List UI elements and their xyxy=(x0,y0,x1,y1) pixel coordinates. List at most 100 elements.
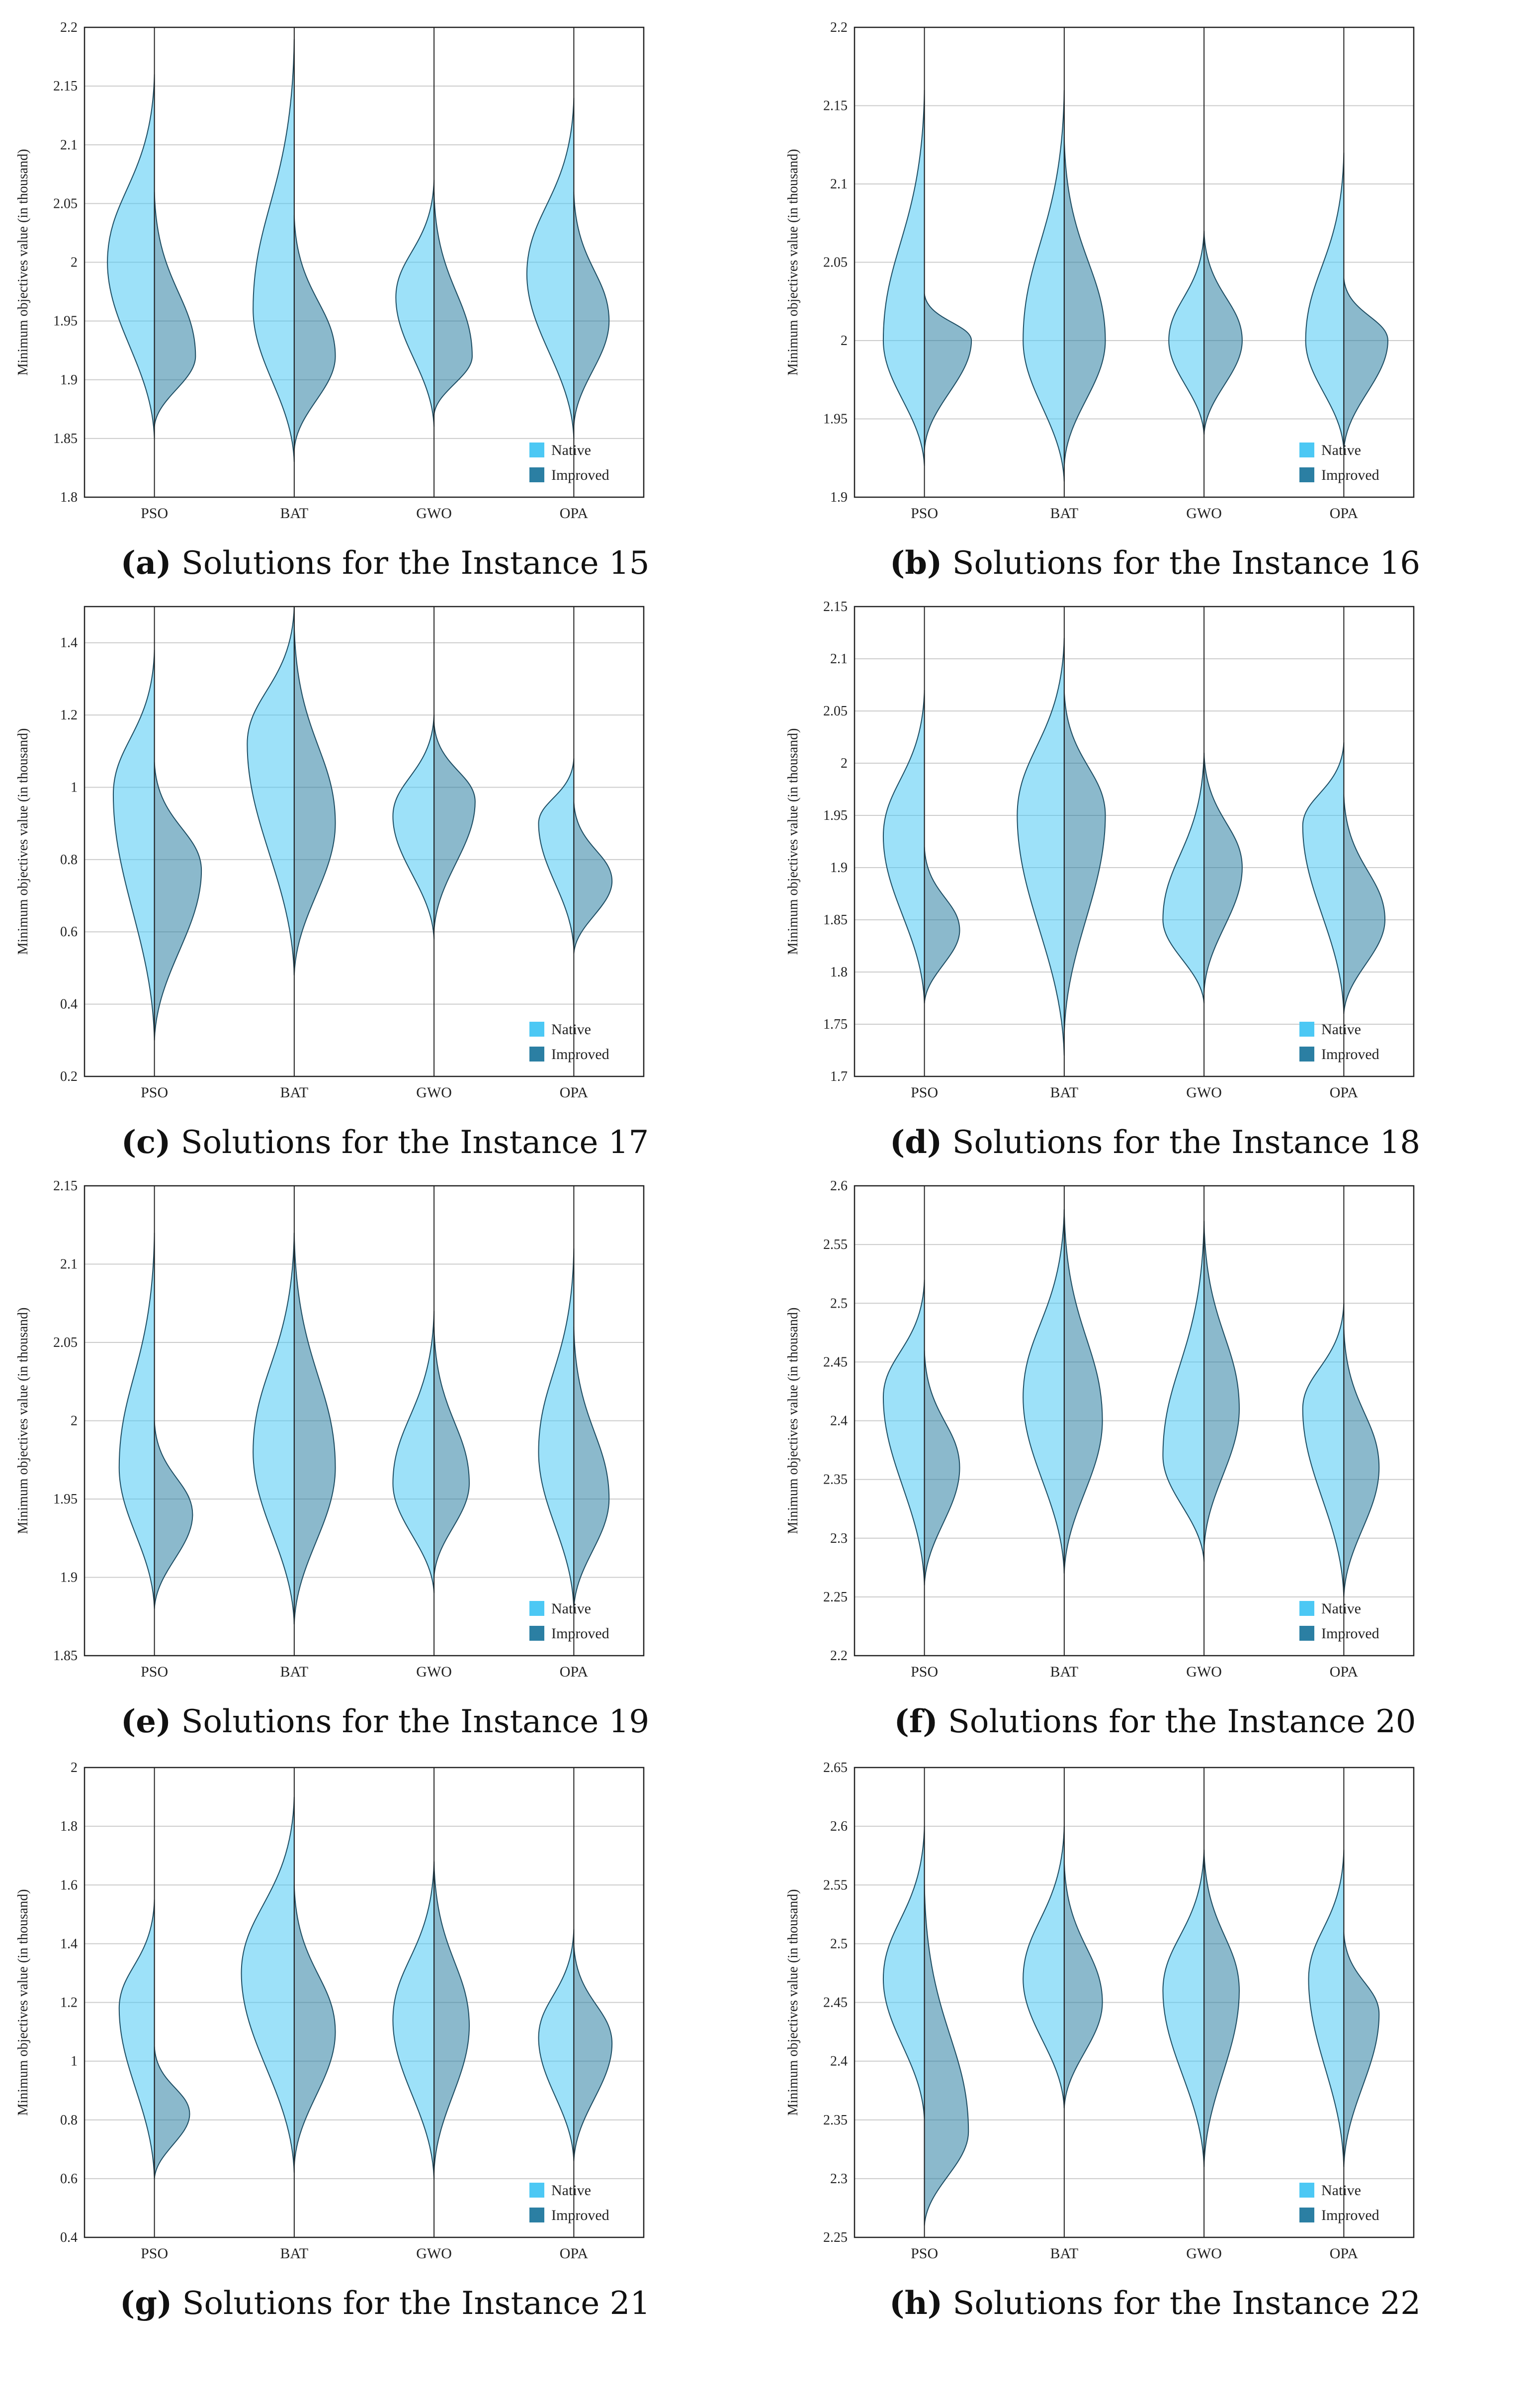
caption-g: (g) Solutions for the Instance 21 xyxy=(0,2285,770,2322)
violin-improved-gwo xyxy=(1203,231,1243,435)
legend-swatch-improved xyxy=(1299,467,1314,482)
violin-improved-pso xyxy=(154,2046,190,2179)
y-tick-label: 2.05 xyxy=(823,255,848,270)
violin-improved-pso xyxy=(154,1420,193,1609)
y-axis-label: Minimum objectives value (in thousand) xyxy=(785,149,801,376)
legend-swatch-native xyxy=(1299,1601,1314,1616)
caption-h: (h) Solutions for the Instance 22 xyxy=(770,2285,1540,2322)
violin-native-pso xyxy=(107,74,155,439)
y-tick-label: 2.25 xyxy=(823,1590,848,1605)
y-tick-label: 2.3 xyxy=(830,1531,848,1546)
plot-frame xyxy=(84,1185,645,1657)
violin-native-opa xyxy=(538,1248,575,1609)
violin-native-opa xyxy=(526,97,575,439)
y-tick-label: 1.9 xyxy=(60,372,78,388)
y-tick-label: 1.2 xyxy=(60,708,78,723)
y-tick-label: 2.65 xyxy=(823,1760,848,1775)
y-tick-label: 1.85 xyxy=(823,912,848,928)
violin-improved-pso xyxy=(924,846,960,1004)
violin-native-gwo xyxy=(1162,1850,1205,2167)
panel-c: 0.2 0.4 0.6 0.8 1 1.2 1.4 Minimum objectives va… xyxy=(0,579,770,1163)
violin-improved-gwo xyxy=(1203,752,1243,993)
x-tick-label: BAT xyxy=(1050,2245,1079,2262)
violin-improved-opa xyxy=(1343,1327,1380,1597)
y-tick-label: 2.15 xyxy=(53,79,78,94)
violin-improved-gwo xyxy=(433,191,473,415)
violin-native-gwo xyxy=(392,1861,435,2179)
legend-swatch-improved xyxy=(1299,1626,1314,1641)
legend-swatch-native xyxy=(1299,2183,1314,2198)
legend-label-native: Native xyxy=(1321,1600,1361,1617)
y-tick-label: 2.1 xyxy=(60,137,78,153)
violin-improved-opa xyxy=(573,191,610,427)
panel-d: 1.7 1.75 1.8 1.85 1.9 1.95 2 2.05 2.1 2.15 Minimum… xyxy=(770,579,1540,1163)
y-tick-label: 2.35 xyxy=(823,1472,848,1488)
y-tick-label: 1.9 xyxy=(60,1570,78,1586)
y-axis-label: Minimum objectives value (in thousand) xyxy=(785,1889,801,2116)
legend-label-native: Native xyxy=(551,442,591,458)
violin-improved-bat xyxy=(293,1885,336,2167)
violin-improved-bat xyxy=(1063,137,1106,466)
panel-g: 0.4 0.6 0.8 1 1.2 1.4 1.6 1.8 2 Minimum objective… xyxy=(0,1740,770,2324)
legend-swatch-improved xyxy=(1299,1047,1314,1062)
y-tick-label: 2.1 xyxy=(830,177,848,192)
y-tick-label: 2.35 xyxy=(823,2113,848,2128)
x-tick-label: BAT xyxy=(1050,1084,1079,1101)
x-tick-label: BAT xyxy=(1050,505,1079,522)
caption-label: (a) xyxy=(120,544,171,582)
violin-native-bat xyxy=(247,606,295,975)
violin-improved-opa xyxy=(1343,794,1386,1014)
violin-native-bat xyxy=(1017,637,1065,1056)
y-tick-label: 1 xyxy=(71,2054,78,2069)
violin-native-bat xyxy=(241,1797,295,2173)
y-tick-label: 2.15 xyxy=(823,599,848,615)
y-tick-label: 0.2 xyxy=(60,1069,78,1084)
y-tick-label: 2.05 xyxy=(53,1335,78,1350)
y-tick-label: 0.4 xyxy=(60,2230,78,2245)
plot-frame xyxy=(854,1767,1415,2238)
caption-e: (e) Solutions for the Instance 19 xyxy=(0,1703,770,1740)
legend-swatch-native xyxy=(529,2183,544,2198)
y-tick-label: 2.55 xyxy=(823,1237,848,1252)
violin-native-pso xyxy=(118,1899,155,2179)
violin-improved-pso xyxy=(924,293,972,450)
x-tick-label: PSO xyxy=(911,1664,938,1680)
y-tick-label: 1.4 xyxy=(60,635,78,651)
violin-native-bat xyxy=(253,1233,295,1625)
violin-native-gwo xyxy=(1168,231,1205,435)
legend-label-native: Native xyxy=(551,2182,591,2199)
y-tick-label: 1.8 xyxy=(60,1819,78,1834)
legend-label-improved: Improved xyxy=(1321,2207,1379,2223)
panel-e: 1.85 1.9 1.95 2 2.05 2.1 2.15 Minimum objective… xyxy=(0,1158,770,1743)
violin-native-pso xyxy=(882,89,925,466)
y-tick-label: 2.6 xyxy=(830,1178,848,1194)
caption-c: (c) Solutions for the Instance 17 xyxy=(0,1124,770,1161)
caption-a: (a) Solutions for the Instance 15 xyxy=(0,544,770,582)
x-tick-label: BAT xyxy=(1050,1664,1079,1680)
legend-swatch-improved xyxy=(529,2208,544,2222)
plot-frame xyxy=(84,1767,645,2238)
x-tick-label: PSO xyxy=(911,1084,938,1101)
y-tick-label: 2.45 xyxy=(823,1354,848,1370)
y-axis-label: Minimum objectives value (in thousand) xyxy=(15,149,31,376)
legend-label-improved: Improved xyxy=(1321,467,1379,483)
violin-improved-bat xyxy=(1063,690,1106,1035)
x-tick-label: GWO xyxy=(1186,1084,1222,1101)
legend-swatch-improved xyxy=(529,1626,544,1641)
violin-chart-c: 0.2 0.4 0.6 0.8 1 1.2 1.4 Minimum objectives va… xyxy=(15,606,645,1101)
x-tick-label: OPA xyxy=(560,1664,589,1680)
x-tick-label: PSO xyxy=(911,2245,938,2262)
legend-swatch-native xyxy=(529,1601,544,1616)
x-tick-label: OPA xyxy=(1330,505,1359,522)
violin-native-pso xyxy=(882,1826,925,2120)
x-tick-label: GWO xyxy=(416,1084,452,1101)
x-tick-label: BAT xyxy=(280,1664,309,1680)
caption-text: Solutions for the Instance 19 xyxy=(181,1703,650,1740)
caption-text: Solutions for the Instance 16 xyxy=(952,545,1421,582)
violin-chart-e: 1.85 1.9 1.95 2 2.05 2.1 2.15 Minimum objective… xyxy=(15,1178,645,1680)
caption-d: (d) Solutions for the Instance 18 xyxy=(770,1124,1540,1161)
legend-swatch-native xyxy=(1299,443,1314,457)
y-tick-label: 2 xyxy=(71,1760,78,1775)
panel-h: 2.25 2.3 2.35 2.4 2.45 2.5 2.55 2.6 2.65 Minimum … xyxy=(770,1740,1540,2324)
violin-native-gwo xyxy=(392,1311,435,1594)
